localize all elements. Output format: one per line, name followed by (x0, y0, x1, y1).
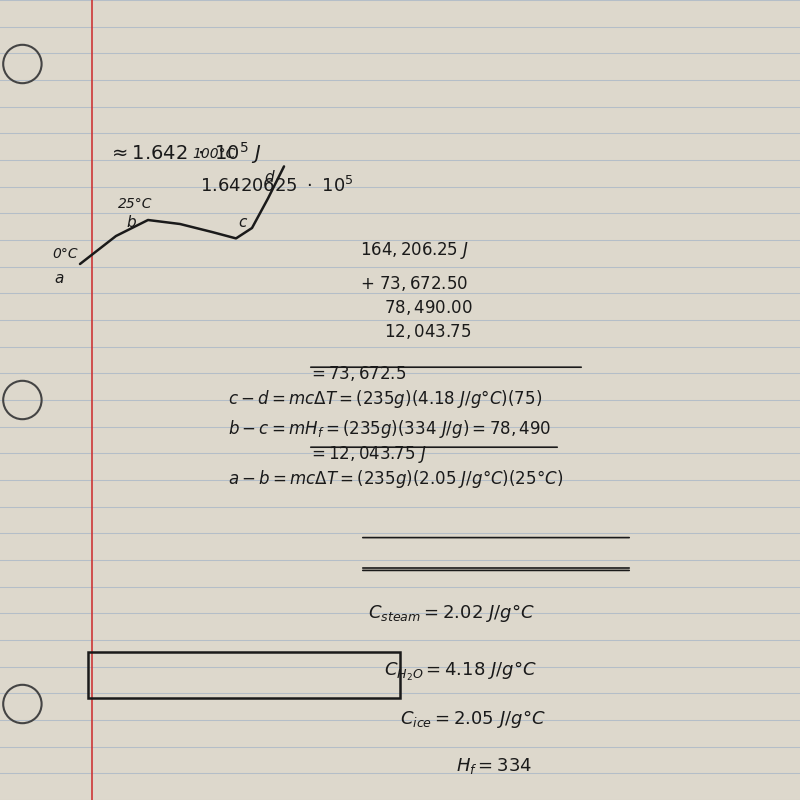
Text: $1.6420625\ \cdot\ 10^5$: $1.6420625\ \cdot\ 10^5$ (200, 176, 354, 196)
Text: $78,490.00$: $78,490.00$ (384, 298, 473, 317)
Text: d: d (264, 170, 274, 185)
Text: a: a (54, 271, 64, 286)
Text: $c-d = mc\Delta T = (235g)(4.18\ J/g°C)(75)$: $c-d = mc\Delta T = (235g)(4.18\ J/g°C)(… (228, 388, 542, 410)
Text: c: c (238, 215, 246, 230)
Text: $12,043.75$: $12,043.75$ (384, 322, 471, 341)
Text: $C_{ice} = 2.05\ J/g°C$: $C_{ice} = 2.05\ J/g°C$ (400, 708, 546, 730)
Text: b: b (126, 215, 136, 230)
Text: $= 73,672.5$: $= 73,672.5$ (308, 364, 406, 383)
Text: $H_f = 334$: $H_f = 334$ (456, 756, 532, 776)
Text: 0°C: 0°C (52, 247, 78, 262)
Text: $164,206.25\ J$: $164,206.25\ J$ (360, 240, 470, 261)
Text: $a-b = mc\Delta T = (235g)(2.05\ J/g°C)(25°C)$: $a-b = mc\Delta T = (235g)(2.05\ J/g°C)(… (228, 468, 563, 490)
Text: $= 12,043.75\ J$: $= 12,043.75\ J$ (308, 444, 427, 465)
Text: $+\ 73,672.50$: $+\ 73,672.50$ (360, 274, 468, 293)
Text: 25°C: 25°C (118, 197, 153, 211)
Text: $\approx 1.642\ \cdot\ 10^5\ J$: $\approx 1.642\ \cdot\ 10^5\ J$ (108, 140, 262, 166)
Text: $b-c = mH_f = (235g)(334\ J/g) = 78,490$: $b-c = mH_f = (235g)(334\ J/g) = 78,490$ (228, 418, 551, 440)
Text: $C_{H_2O} = 4.18\ J/g°C$: $C_{H_2O} = 4.18\ J/g°C$ (384, 660, 537, 683)
Text: 100°C: 100°C (192, 146, 235, 161)
Text: $C_{steam} = 2.02\ J/g°C$: $C_{steam} = 2.02\ J/g°C$ (368, 602, 534, 624)
